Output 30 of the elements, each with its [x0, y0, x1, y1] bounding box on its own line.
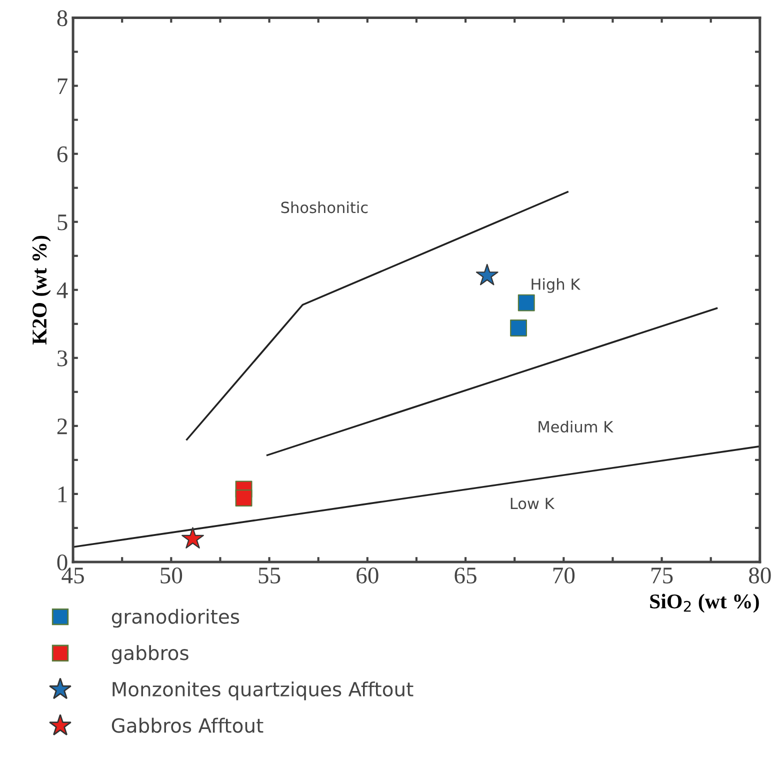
y-tick-label: 3: [58, 350, 68, 366]
x-tick-label: 60: [356, 568, 378, 584]
y-tick-label: 7: [58, 78, 68, 94]
point: [476, 264, 498, 286]
x-tick-label: 80: [749, 568, 771, 584]
legend-label: gabbros: [112, 645, 188, 664]
y-tick-label: 2: [57, 418, 67, 434]
legend-label: Monzonites quartziques Afftout: [112, 681, 414, 700]
annotation: High K: [532, 278, 581, 293]
x-tick-label: 75: [652, 568, 673, 584]
legend-label: granodiorites: [112, 608, 240, 628]
y-tick-label: 6: [57, 146, 68, 162]
x-axis-title: SiO$_{2}$ (wt %): [650, 594, 759, 613]
y-tick-label: 1: [58, 486, 67, 502]
y-axis-title: K2O (wt %): [32, 236, 51, 344]
point: [182, 527, 204, 548]
x-tick-label: 70: [553, 568, 575, 584]
annotation: Shoshonitic: [281, 201, 368, 214]
x-tick-label: 50: [160, 568, 182, 584]
y-tick-label: 5: [58, 214, 68, 230]
annotation: Medium K: [538, 420, 614, 433]
y-tick-label: 4: [56, 282, 68, 298]
point: [518, 294, 535, 312]
x-tick-label: 65: [454, 568, 476, 584]
point: [235, 490, 252, 506]
x-tick-label: 55: [258, 568, 280, 584]
legend-label: Gabbros Afftout: [112, 718, 264, 733]
point: [510, 319, 527, 336]
y-tick-label: 8: [57, 10, 68, 26]
annotation: Low K: [510, 498, 555, 510]
